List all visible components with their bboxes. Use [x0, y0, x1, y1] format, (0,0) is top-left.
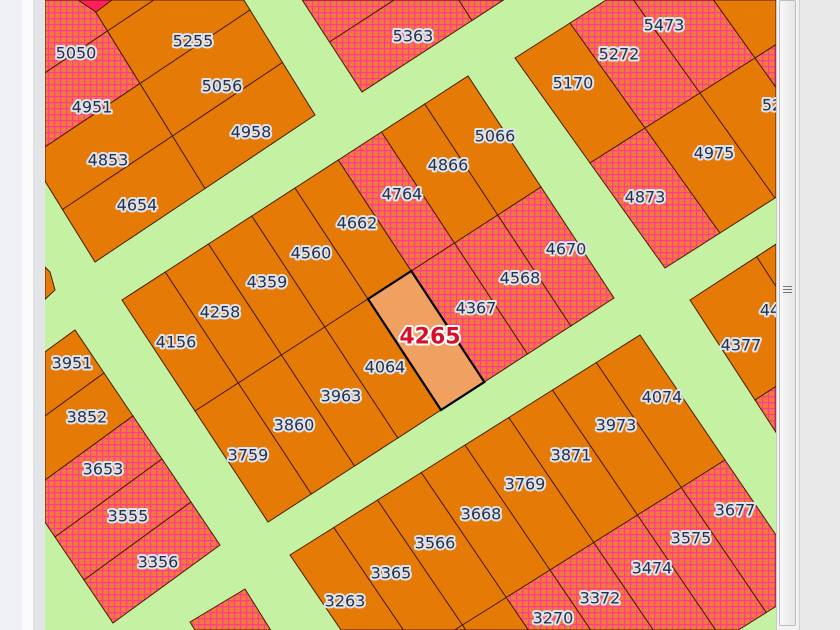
parcel-label: 4359 — [247, 273, 288, 292]
parcel-label: 4764 — [382, 185, 423, 204]
parcel-label: 3769 — [505, 475, 546, 494]
parcel-label: 4074 — [642, 388, 683, 407]
parcel[interactable] — [497, 186, 615, 327]
parcel[interactable] — [458, 0, 505, 22]
parcel[interactable] — [171, 61, 316, 190]
parcel-label: 5050 — [56, 44, 97, 63]
parcel-label: 3951 — [52, 354, 93, 373]
parcel-label: 4064 — [365, 358, 406, 377]
parcel[interactable] — [189, 588, 272, 630]
parcel[interactable] — [689, 256, 776, 401]
parcel-label: 4367 — [456, 299, 497, 318]
parcel-label: 3356 — [138, 553, 179, 572]
flagged-parcel[interactable] — [77, 0, 113, 13]
parcel-label: 4853 — [88, 151, 129, 170]
parcel-label: 5473 — [644, 16, 685, 35]
parcel-label: 3860 — [274, 416, 315, 435]
parcel-label: 5255 — [173, 32, 214, 51]
parcel[interactable] — [712, 0, 776, 59]
selected-parcel-label: 4265 — [399, 325, 460, 350]
map-frame-border — [33, 0, 45, 630]
parcel-label: 4377 — [721, 336, 762, 355]
selected-parcel[interactable] — [366, 269, 486, 412]
parcel[interactable] — [83, 501, 221, 624]
parcel-label: 5066 — [475, 127, 516, 146]
parcel-label: 4866 — [428, 156, 469, 175]
parcel-label: 4568 — [500, 269, 541, 288]
parcel-label: 4951 — [72, 98, 113, 117]
parcel-label: 4654 — [117, 196, 158, 215]
parcel-label: 5056 — [202, 77, 243, 96]
parcel-label: 3566 — [415, 534, 456, 553]
parcel-label: 3677 — [715, 501, 756, 520]
parcel[interactable] — [680, 459, 776, 614]
parcel-label: 3668 — [461, 505, 502, 524]
parcel-label: 3263 — [325, 592, 366, 611]
parcel-label: 4156 — [156, 333, 197, 352]
parcel-label: 3365 — [371, 564, 412, 583]
parcel-label: 5363 — [393, 27, 434, 46]
parcel[interactable] — [754, 385, 776, 434]
parcel-label: 3372 — [580, 589, 621, 608]
parcel[interactable] — [45, 415, 163, 538]
parcel-label: 4975 — [694, 144, 735, 163]
parcel-label: 4873 — [625, 188, 666, 207]
parcel[interactable] — [106, 0, 251, 85]
parcel-label: 3973 — [596, 416, 637, 435]
right-panel — [799, 0, 840, 630]
parcel-label: 5170 — [553, 74, 594, 93]
panel-divider — [22, 0, 33, 630]
parcel-layer — [45, 0, 776, 630]
parcel-label: 3270 — [533, 609, 574, 628]
parcel-label: 3474 — [632, 559, 673, 578]
vertical-scrollbar[interactable] — [776, 0, 798, 630]
parcel-label: 4670 — [546, 240, 587, 259]
grip-icon — [783, 284, 792, 296]
parcel-label: 3555 — [108, 507, 149, 526]
parcel-label: 4958 — [231, 123, 272, 142]
parcel-label: 3871 — [551, 446, 592, 465]
parcel-label: 4258 — [200, 303, 241, 322]
parcel-label: 52 — [762, 96, 782, 115]
parcel-label: 3653 — [83, 460, 124, 479]
parcel[interactable] — [756, 243, 776, 288]
parcel-label: 4662 — [337, 214, 378, 233]
parcel-label: 3963 — [321, 387, 362, 406]
parcel[interactable] — [754, 44, 776, 89]
parcel-label: 44 — [760, 301, 780, 320]
parcel[interactable] — [45, 266, 56, 300]
parcel-label: 3575 — [671, 529, 712, 548]
parcel[interactable] — [699, 57, 776, 199]
parcel-label: 3852 — [67, 408, 108, 427]
parcel-label: 4560 — [291, 244, 332, 263]
parcel-label: 3759 — [228, 446, 269, 465]
scrollbar-thumb[interactable] — [779, 0, 796, 626]
parcel-label: 5272 — [599, 45, 640, 64]
left-panel — [0, 0, 22, 630]
